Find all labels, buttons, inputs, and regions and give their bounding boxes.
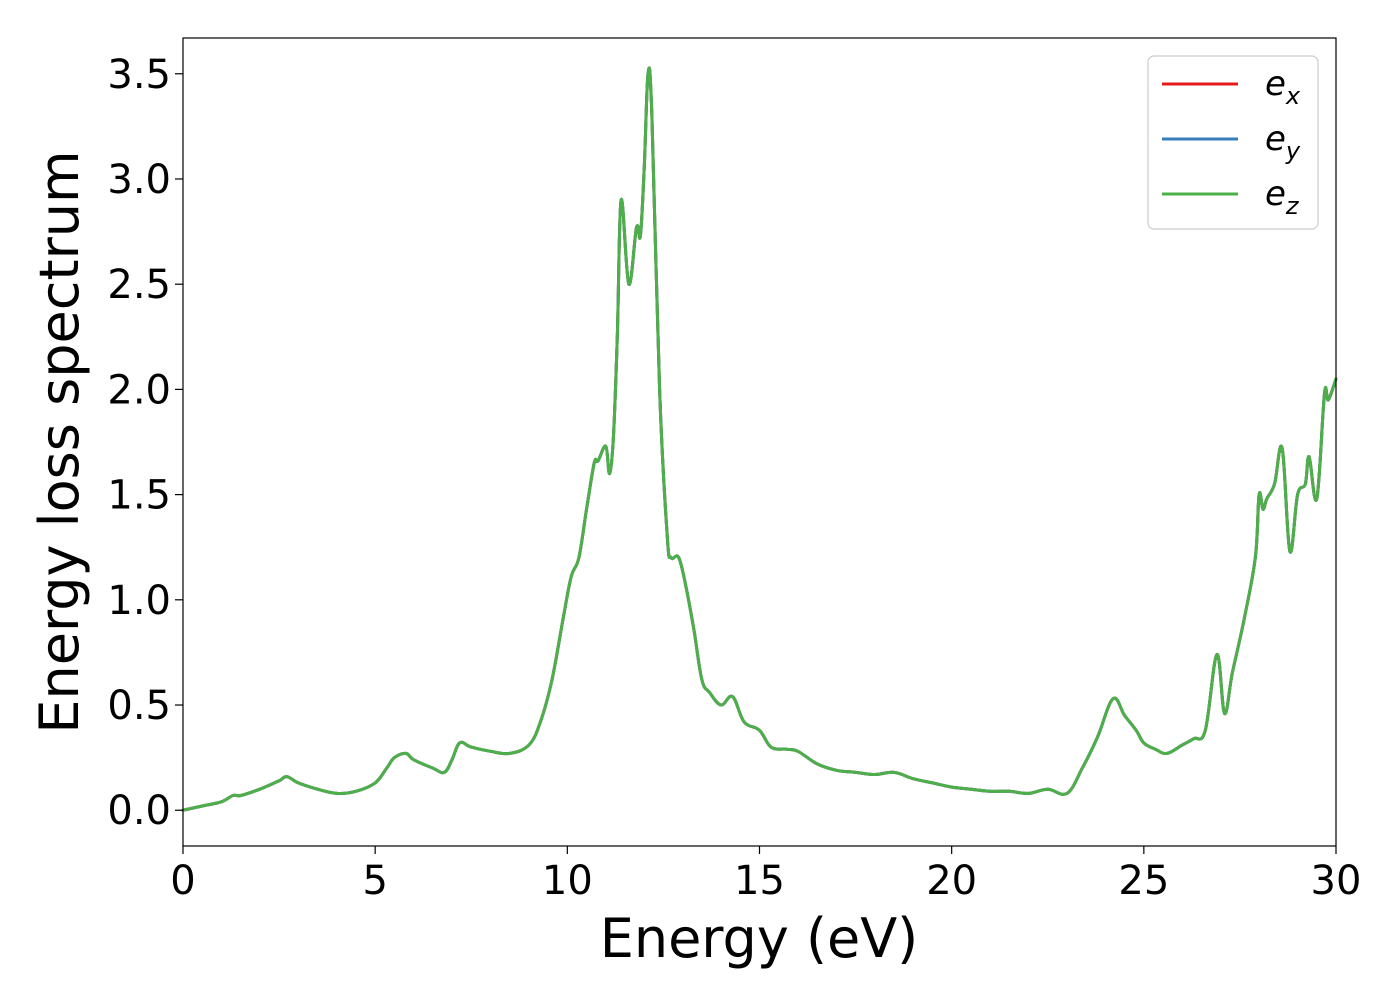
x-tick-label: 5: [362, 858, 387, 904]
y-tick-label: 3.0: [107, 157, 171, 203]
y-tick-label: 3.5: [107, 52, 171, 98]
legend-label-y: ey: [1265, 119, 1301, 165]
y-axis-label: Energy loss spectrum: [28, 150, 91, 733]
y-tick-label: 1.0: [107, 578, 171, 624]
legend-label-x: ex: [1265, 64, 1301, 110]
x-axis-label: Energy (eV): [600, 907, 919, 970]
series-layer: [181, 66, 1338, 812]
x-tick-label: 0: [170, 858, 195, 904]
x-tick-label: 20: [926, 858, 977, 904]
y-tick-label: 2.0: [107, 367, 171, 413]
x-tick-label: 30: [1311, 858, 1362, 904]
y-tick-label: 1.5: [107, 473, 171, 519]
y-tick-label: 0.0: [107, 788, 171, 834]
y-axis-ticks: 0.0 0.5 1.0 1.5 2.0 2.5 3.0 3.5: [107, 52, 183, 834]
x-tick-label: 25: [1118, 858, 1169, 904]
legend: ex ey ez: [1147, 55, 1319, 230]
legend-label-z: ez: [1265, 174, 1300, 220]
y-tick-label: 2.5: [107, 262, 171, 308]
y-tick-label: 0.5: [107, 683, 171, 729]
x-axis-ticks: 0 5 10 15 20 25 30: [170, 846, 1361, 904]
x-tick-label: 10: [542, 858, 593, 904]
series-line-e-z: [181, 66, 1338, 812]
legend-box: [1147, 55, 1319, 230]
x-tick-label: 15: [734, 858, 785, 904]
